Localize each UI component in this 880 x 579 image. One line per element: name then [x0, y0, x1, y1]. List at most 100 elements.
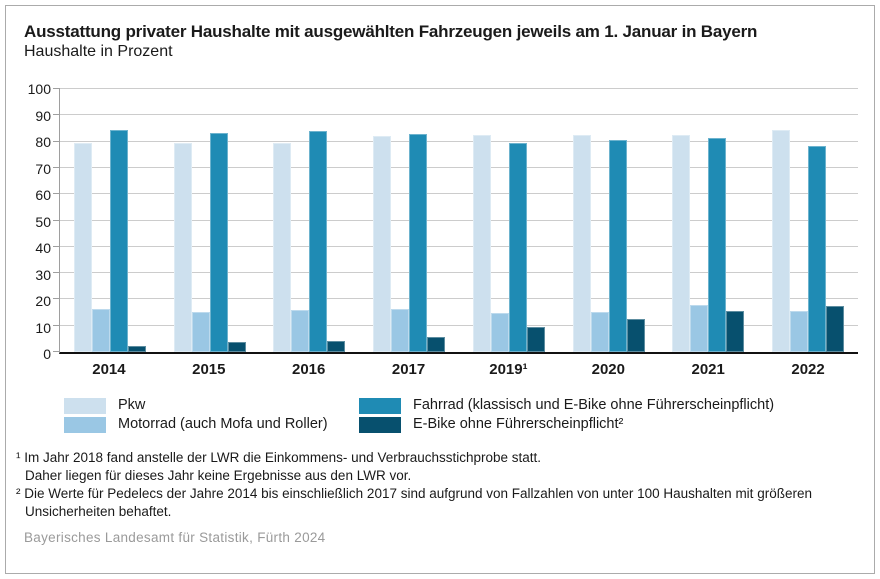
legend-item-fahrrad: Fahrrad (klassisch und E-Bike ohne Führe… — [359, 397, 858, 414]
x-axis-label: 2021 — [691, 361, 725, 379]
y-axis-tick — [53, 88, 60, 90]
gridline — [60, 166, 858, 168]
bar-group — [359, 89, 459, 353]
legend-label-pkw: Pkw — [118, 397, 146, 414]
bar-pkw — [173, 143, 192, 353]
footnote-2-marker: ² — [16, 485, 21, 501]
legend-item-motorrad: Motorrad (auch Mofa und Roller) — [64, 416, 359, 434]
x-axis-label: 2022 — [791, 361, 825, 379]
y-axis-tick — [53, 114, 60, 116]
legend: Pkw Motorrad (auch Mofa und Roller) Fahrra… — [64, 397, 858, 434]
legend-swatch-e-bike — [359, 417, 401, 434]
bar-motorrad — [790, 310, 809, 353]
y-axis-label: 80 — [35, 134, 51, 151]
footnote-1-marker: ¹ — [16, 449, 21, 465]
bar-group — [758, 89, 858, 353]
bar-pkw — [572, 135, 591, 353]
legend-item-e-bike: E-Bike ohne Führerscheinpflicht² — [359, 416, 858, 434]
y-axis-tick — [53, 324, 60, 326]
y-axis-tick — [53, 245, 60, 247]
y-axis-label: 0 — [43, 346, 51, 363]
legend-swatch-motorrad — [64, 417, 106, 434]
y-axis-tick — [53, 219, 60, 221]
x-axis-label: 2015 — [192, 361, 226, 379]
bar-fahrrad — [608, 140, 627, 353]
bar-pkw — [373, 135, 392, 353]
bar-fahrrad — [209, 132, 228, 353]
bar-motorrad — [490, 312, 509, 353]
footnote-1-text: Im Jahr 2018 fand anstelle der LWR die E… — [24, 449, 542, 465]
y-axis-label: 90 — [35, 107, 51, 124]
bar-motorrad — [391, 309, 410, 353]
bar-motorrad — [91, 309, 110, 353]
bar-fahrrad — [409, 133, 428, 353]
footnote-2: ² Die Werte für Pedelecs der Jahre 2014 … — [16, 485, 846, 521]
x-axis-label: 2014 — [92, 361, 126, 379]
y-axis-label: 20 — [35, 293, 51, 310]
bar-e-bike — [327, 341, 346, 353]
footnotes: ¹ Im Jahr 2018 fand anstelle der LWR die… — [16, 449, 846, 521]
y-axis-label: 50 — [35, 213, 51, 230]
y-axis-label: 70 — [35, 160, 51, 177]
bar-motorrad — [291, 309, 310, 353]
legend-label-motorrad: Motorrad (auch Mofa und Roller) — [118, 416, 328, 433]
y-axis-tick — [53, 298, 60, 300]
gridline — [60, 245, 858, 247]
bar-pkw — [672, 134, 691, 353]
bar-group — [659, 89, 759, 353]
y-axis-tick — [53, 272, 60, 274]
bar-group — [459, 89, 559, 353]
page-title: Ausstattung privater Haushalte mit ausge… — [24, 22, 758, 41]
bar-group — [260, 89, 360, 353]
bar-pkw — [73, 142, 92, 353]
bar-motorrad — [690, 304, 709, 353]
chart-area: 100 90 80 70 60 50 40 30 20 10 0 — [28, 82, 858, 361]
legend-item-pkw: Pkw — [64, 397, 359, 414]
gridline — [60, 298, 858, 300]
bar-e-bike — [726, 310, 745, 353]
x-axis-label: 2020 — [591, 361, 625, 379]
y-axis-label: 10 — [35, 319, 51, 336]
bar-e-bike — [626, 319, 645, 353]
bar-fahrrad — [708, 138, 727, 353]
bar-e-bike — [427, 337, 446, 353]
source-line: Bayerisches Landesamt für Statistik, Für… — [24, 529, 326, 545]
bar-pkw — [472, 135, 491, 353]
gridline — [60, 272, 858, 274]
footnote-1-text-line2: Daher liegen für dieses Jahr keine Ergeb… — [25, 467, 412, 483]
y-axis-tick — [53, 140, 60, 142]
bar-motorrad — [191, 312, 210, 353]
y-axis-label: 40 — [35, 240, 51, 257]
x-axis-label: 2016 — [292, 361, 326, 379]
bar-group — [160, 89, 260, 353]
bar-group — [559, 89, 659, 353]
gridline — [60, 219, 858, 221]
bar-pkw — [772, 130, 791, 353]
bar-motorrad — [590, 311, 609, 353]
x-axis-label: 2017 — [391, 361, 426, 379]
bar-fahrrad — [109, 130, 128, 353]
plot-area — [53, 88, 858, 355]
bar-pkw — [273, 143, 292, 353]
y-axis: 100 90 80 70 60 50 40 30 20 10 0 — [24, 82, 51, 361]
gridline — [60, 140, 858, 142]
bar-fahrrad — [808, 145, 827, 353]
y-axis-label: 30 — [35, 266, 51, 283]
gridline — [60, 193, 858, 195]
bar-e-bike — [127, 345, 146, 353]
footnote-2-text: Die Werte für Pedelecs der Jahre 2014 bi… — [24, 485, 812, 519]
bar-e-bike — [526, 326, 545, 353]
gridline — [60, 114, 858, 116]
bar-e-bike — [227, 342, 246, 353]
x-axis-label: 2019¹ — [489, 361, 528, 379]
y-axis-tick — [53, 193, 60, 195]
legend-label-e-bike: E-Bike ohne Führerscheinpflicht² — [413, 416, 624, 433]
bar-groups — [60, 89, 858, 353]
y-axis-label: 60 — [35, 187, 51, 204]
bar-group — [60, 89, 160, 353]
legend-swatch-pkw — [64, 397, 106, 414]
y-axis-tick — [53, 351, 60, 353]
chart-subtitle: Haushalte in Prozent — [24, 43, 173, 61]
gridline — [60, 324, 858, 326]
